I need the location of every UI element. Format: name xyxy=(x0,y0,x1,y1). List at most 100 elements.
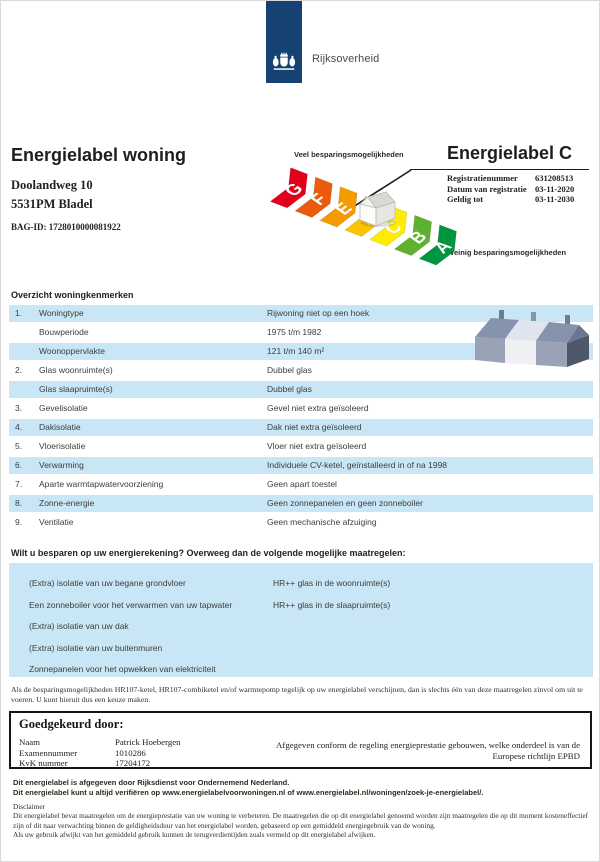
row-value: Dubbel glas xyxy=(267,365,312,375)
row-number: 3. xyxy=(15,403,23,413)
scale-arrow-f xyxy=(294,176,333,218)
registration-label: Datum van registratie xyxy=(447,183,527,194)
pointer-line xyxy=(352,169,412,208)
row-value: Vloer niet extra geïsoleerd xyxy=(267,441,367,451)
row-label: Zonne-energie xyxy=(39,498,95,508)
row-value: Geen apart toestel xyxy=(267,479,337,489)
footer-issued-by: Dit energielabel is afgegeven door Rijks… xyxy=(13,778,290,787)
row-value: Individuele CV-ketel, geïnstalleerd in o… xyxy=(267,460,448,470)
table-row: Glas slaapruimte(s) Dubbel glas xyxy=(9,381,593,398)
row-houses-illustration xyxy=(475,310,589,367)
row-label: Vloerisolatie xyxy=(39,441,86,451)
approval-label: Naam xyxy=(19,737,41,747)
row-value: 121 t/m 140 m² xyxy=(267,346,325,356)
row-label: Gevelisolatie xyxy=(39,403,88,413)
registration-label: Geldig tot xyxy=(447,194,484,204)
registration-value: 03-11-2030 xyxy=(535,194,575,204)
measure-item: HR++ glas in de slaapruimte(s) xyxy=(273,599,391,610)
bag-id: BAG-ID: 1728010000081922 xyxy=(11,222,121,232)
table-row: 8. Zonne-energie Geen zonnepanelen en ge… xyxy=(9,495,593,512)
row-label: Verwarming xyxy=(39,460,84,470)
row-value: Gevel niet extra geïsoleerd xyxy=(267,403,369,413)
row-value: Geen zonnepanelen en geen zonneboiler xyxy=(267,498,423,508)
row-label: Dakisolatie xyxy=(39,422,81,432)
conform-statement: Afgegeven conform de regeling energiepre… xyxy=(276,740,580,761)
features-table: 1. Woningtype Rijwoning niet op een hoek… xyxy=(9,305,593,533)
rijksoverheid-wordmark: Rijksoverheid xyxy=(312,53,380,65)
row-label: Woningtype xyxy=(39,308,84,318)
measure-item: Zonnepanelen voor het opwekken van elekt… xyxy=(29,664,216,674)
measures-right-column: HR++ glas in de woonruimte(s) HR++ glas … xyxy=(273,578,390,611)
registration-row: Geldig tot 03-11-2030 xyxy=(447,194,574,205)
address-street: Doolandweg 10 xyxy=(11,178,93,192)
row-value: Dak niet extra geïsoleerd xyxy=(267,422,362,432)
address-city: 5531PM Bladel xyxy=(11,197,93,211)
disclaimer-body: Dit energielabel bevat maatregelen om de… xyxy=(13,811,589,830)
energy-label-class-title: Energielabel C xyxy=(447,143,573,163)
measure-item: (Extra) isolatie van uw buitenmuren xyxy=(29,642,163,653)
label-underline xyxy=(410,169,589,170)
approval-box: Goedgekeurd door: Naam Patrick Hoebergen… xyxy=(9,711,592,769)
scale-arrow-a xyxy=(418,224,457,266)
little-savings-caption: Weinig besparingsmogelijkheden xyxy=(447,248,567,257)
row-number xyxy=(9,381,39,398)
approval-label: Examennummer xyxy=(19,747,78,758)
measure-item: (Extra) isolatie van uw begane grondvloe… xyxy=(29,578,186,588)
measures-note: Als de besparingsmogelijkheden HR107-ket… xyxy=(11,685,583,704)
row-number: 5. xyxy=(15,441,23,451)
row-number: 4. xyxy=(15,422,23,432)
registration-value: 03-11-2020 xyxy=(535,183,575,194)
table-row: 5. Vloerisolatie Vloer niet extra geïsol… xyxy=(9,438,593,455)
scale-arrow-e xyxy=(319,186,358,228)
approval-label: KvK nummer xyxy=(19,758,68,768)
approval-row: Naam Patrick Hoebergen xyxy=(19,737,181,748)
disclaimer-title: Disclaimer xyxy=(13,802,46,811)
footer-verify-line: Dit energielabel kunt u altijd verifiëre… xyxy=(13,787,484,797)
page-title: Energielabel woning xyxy=(11,145,187,165)
registration-row: Registratienummer 631208513 xyxy=(447,173,574,184)
coat-of-arms-icon xyxy=(272,52,296,70)
measures-heading: Wilt u besparen op uw energierekening? O… xyxy=(11,548,406,558)
registration-table: Registratienummer 631208513 Datum van re… xyxy=(447,173,574,205)
row-number: 7. xyxy=(15,479,23,489)
approval-row: Examennummer 1010286 xyxy=(19,748,181,759)
row-value: Geen mechanische afzuiging xyxy=(267,517,377,527)
row-number xyxy=(9,324,39,341)
row-value: 1975 t/m 1982 xyxy=(267,327,322,337)
row-label: Woonoppervlakte xyxy=(39,346,105,356)
approval-heading: Goedgekeurd door: xyxy=(19,717,124,731)
features-heading: Overzicht woningkenmerken xyxy=(11,290,134,300)
registration-label: Registratienummer xyxy=(447,173,518,183)
row-label: Glas woonruimte(s) xyxy=(39,365,113,375)
table-row: 9. Ventilatie Geen mechanische afzuiging xyxy=(9,514,593,531)
scale-arrow-b xyxy=(393,214,433,256)
approval-rows: Naam Patrick Hoebergen Examennummer 1010… xyxy=(19,737,181,769)
table-row: 7. Aparte warmtapwatervoorziening Geen a… xyxy=(9,476,593,493)
row-number: 6. xyxy=(15,460,23,470)
approval-value: Patrick Hoebergen xyxy=(115,737,181,747)
scale-arrow-c xyxy=(368,205,408,247)
registration-value: 631208513 xyxy=(535,173,574,183)
row-value: Rijwoning niet op een hoek xyxy=(267,308,370,318)
measures-box: (Extra) isolatie van uw begane grondvloe… xyxy=(9,563,593,677)
scale-arrow-g xyxy=(269,167,308,209)
measures-left-column: (Extra) isolatie van uw begane grondvloe… xyxy=(29,578,232,675)
approval-value: 1010286 xyxy=(115,747,146,758)
much-savings-caption: Veel besparingsmogelijkheden xyxy=(294,150,404,159)
row-number xyxy=(9,343,39,360)
table-row: 2. Glas woonruimte(s) Dubbel glas xyxy=(9,362,593,379)
row-number: 1. xyxy=(15,308,23,318)
registration-row: Datum van registratie 03-11-2020 xyxy=(447,184,574,195)
row-number: 2. xyxy=(15,365,23,375)
disclaimer-last-line: Als uw gebruik afwijkt van het gemiddeld… xyxy=(13,830,376,839)
row-label: Bouwperiode xyxy=(39,327,89,337)
table-row: 4. Dakisolatie Dak niet extra geïsoleerd xyxy=(9,419,593,436)
house-marker-icon xyxy=(359,191,396,227)
row-label: Glas slaapruimte(s) xyxy=(39,384,113,394)
approval-row: KvK nummer 17204172 xyxy=(19,758,181,769)
row-label: Ventilatie xyxy=(39,517,74,527)
table-row: Bouwperiode 1975 t/m 1982 xyxy=(9,324,593,341)
table-row: 1. Woningtype Rijwoning niet op een hoek xyxy=(9,305,593,322)
row-label: Aparte warmtapwatervoorziening xyxy=(39,479,164,489)
rijksoverheid-logo-ribbon xyxy=(266,1,302,83)
